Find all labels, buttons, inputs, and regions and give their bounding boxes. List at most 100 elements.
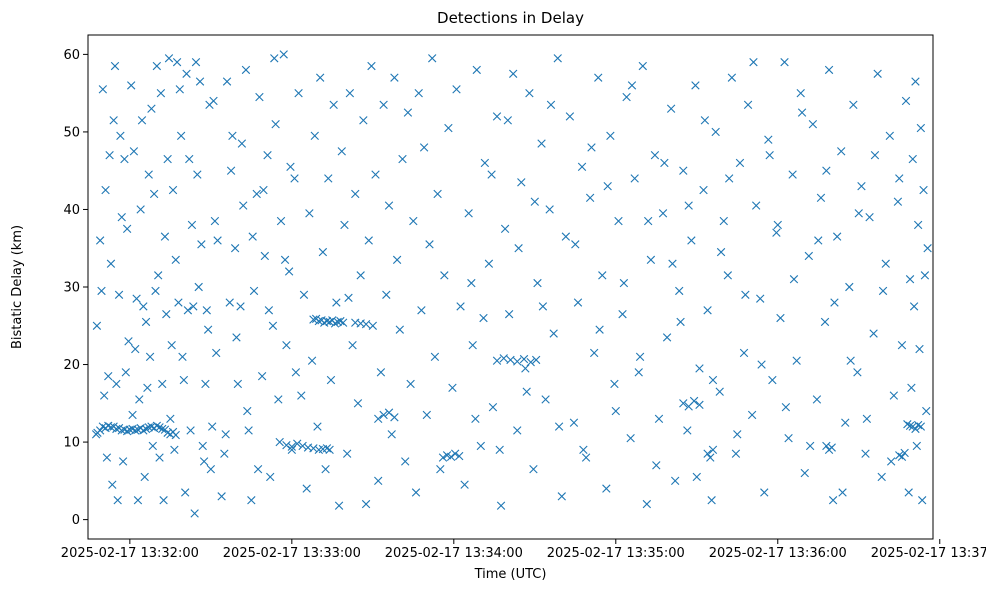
data-point [190,509,199,518]
data-point [92,321,102,330]
data-point [509,69,518,78]
data-point [492,356,502,365]
data-point [739,348,749,358]
data-point [172,57,182,67]
data-point [735,158,745,168]
data-point [287,442,297,451]
data-point [340,220,349,230]
data-point [472,65,481,75]
data-point [321,465,330,474]
data-point [268,321,278,330]
data-point [905,421,915,430]
data-point [232,333,241,342]
data-point [901,96,911,106]
data-point [287,445,297,455]
data-point [912,441,921,451]
data-point [805,441,815,451]
data-point [302,484,311,493]
data-point [95,236,105,245]
y-tick-label: 20 [63,358,80,373]
data-point [100,391,109,400]
data-point [387,430,396,439]
data-point [895,451,904,460]
x-axis: 2025-02-17 13:32:00 2025-02-17 13:33:00 20… [61,539,986,561]
data-point [513,357,522,366]
data-point [683,426,692,435]
data-point [814,236,823,245]
data-point [325,445,334,455]
data-point [788,170,797,179]
data-point [390,413,399,422]
y-axis: 0 10 20 30 40 50 60 [63,48,88,528]
data-point [619,278,629,288]
data-point [670,476,680,486]
data-point [611,406,620,416]
data-point [822,166,831,175]
data-point [325,317,334,327]
data-point [579,445,588,455]
data-point [452,85,461,94]
data-point [170,445,179,455]
data-point [117,213,126,222]
data-point [276,216,286,226]
data-point [374,476,383,486]
data-point [322,444,332,453]
x-tick-label: 2025-02-17 13:34:00 [385,546,523,561]
data-point [147,104,156,113]
data-point [538,302,548,311]
data-point [446,452,456,461]
data-point [307,356,317,365]
data-point [226,166,236,175]
data-point [249,286,259,296]
data-point [773,220,782,230]
data-point [689,396,699,406]
data-point [337,147,346,156]
data-point [652,461,661,470]
data-point [916,422,926,431]
data-point [282,340,291,350]
data-point [889,391,899,400]
data-point [152,61,162,71]
data-point [747,410,757,420]
data-point [422,410,431,420]
data-point [781,402,791,412]
data-point [676,317,685,327]
data-point [359,116,368,125]
data-point [760,488,769,497]
data-point [367,61,376,71]
data-point [221,430,230,439]
data-point [545,205,554,214]
data-point [203,325,213,334]
data-point [264,306,274,315]
data-point [309,315,318,324]
data-point [909,302,919,311]
data-point [797,108,807,117]
data-point [595,325,604,334]
data-point [384,201,394,210]
x-tick-label: 2025-02-17 13:35:00 [547,546,685,561]
plot-area: 2025-02-17 13:32:00 2025-02-17 13:33:00 20… [61,34,986,561]
data-point [207,422,217,431]
data-point [379,410,388,420]
data-point [768,375,777,385]
data-point [136,205,145,214]
data-point [280,255,290,265]
data-point [133,496,143,505]
data-point [668,259,677,268]
data-point [554,422,564,431]
data-point [707,496,716,505]
data-point [141,424,151,434]
data-point [185,154,194,164]
data-point [751,201,761,210]
data-point [279,50,288,59]
data-point [920,271,930,280]
y-tick-label: 40 [63,203,80,218]
data-point [907,383,916,392]
data-point [772,228,781,237]
data-point [922,406,931,416]
data-point [398,154,407,164]
data-point [428,54,437,63]
data-point [112,379,121,389]
data-point [291,368,301,377]
